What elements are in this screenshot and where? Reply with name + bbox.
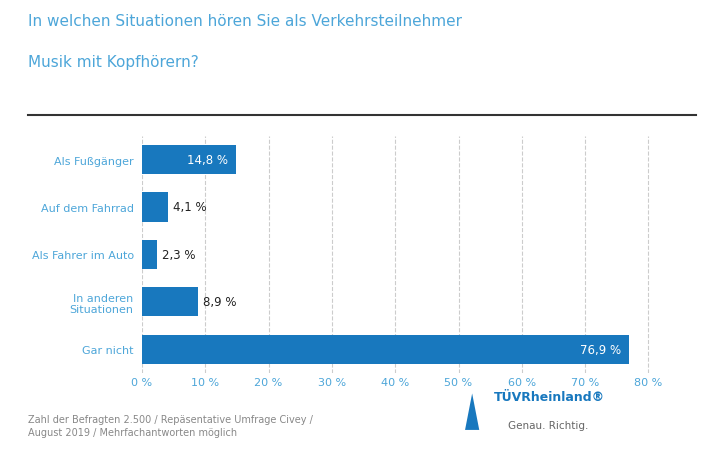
Text: 2,3 %: 2,3 % [162,248,195,261]
Bar [142,146,236,175]
Text: 8,9 %: 8,9 % [203,296,237,308]
Text: In welchen Situationen hören Sie als Verkehrsteilnehmer: In welchen Situationen hören Sie als Ver… [28,14,462,29]
Bar [142,288,198,317]
Bar [142,240,157,269]
Text: TÜVRheinland®: TÜVRheinland® [493,389,605,403]
Bar [142,335,629,364]
Text: Musik mit Kopfhörern?: Musik mit Kopfhörern? [28,55,199,70]
Text: 4,1 %: 4,1 % [173,201,207,214]
Text: 14,8 %: 14,8 % [187,154,228,167]
Text: Genau. Richtig.: Genau. Richtig. [508,420,588,430]
Text: 76,9 %: 76,9 % [580,343,621,356]
Text: Zahl der Befragten 2.500 / Repäsentative Umfrage Civey /
August 2019 / Mehrfacha: Zahl der Befragten 2.500 / Repäsentative… [28,414,313,437]
Bar [142,193,168,222]
